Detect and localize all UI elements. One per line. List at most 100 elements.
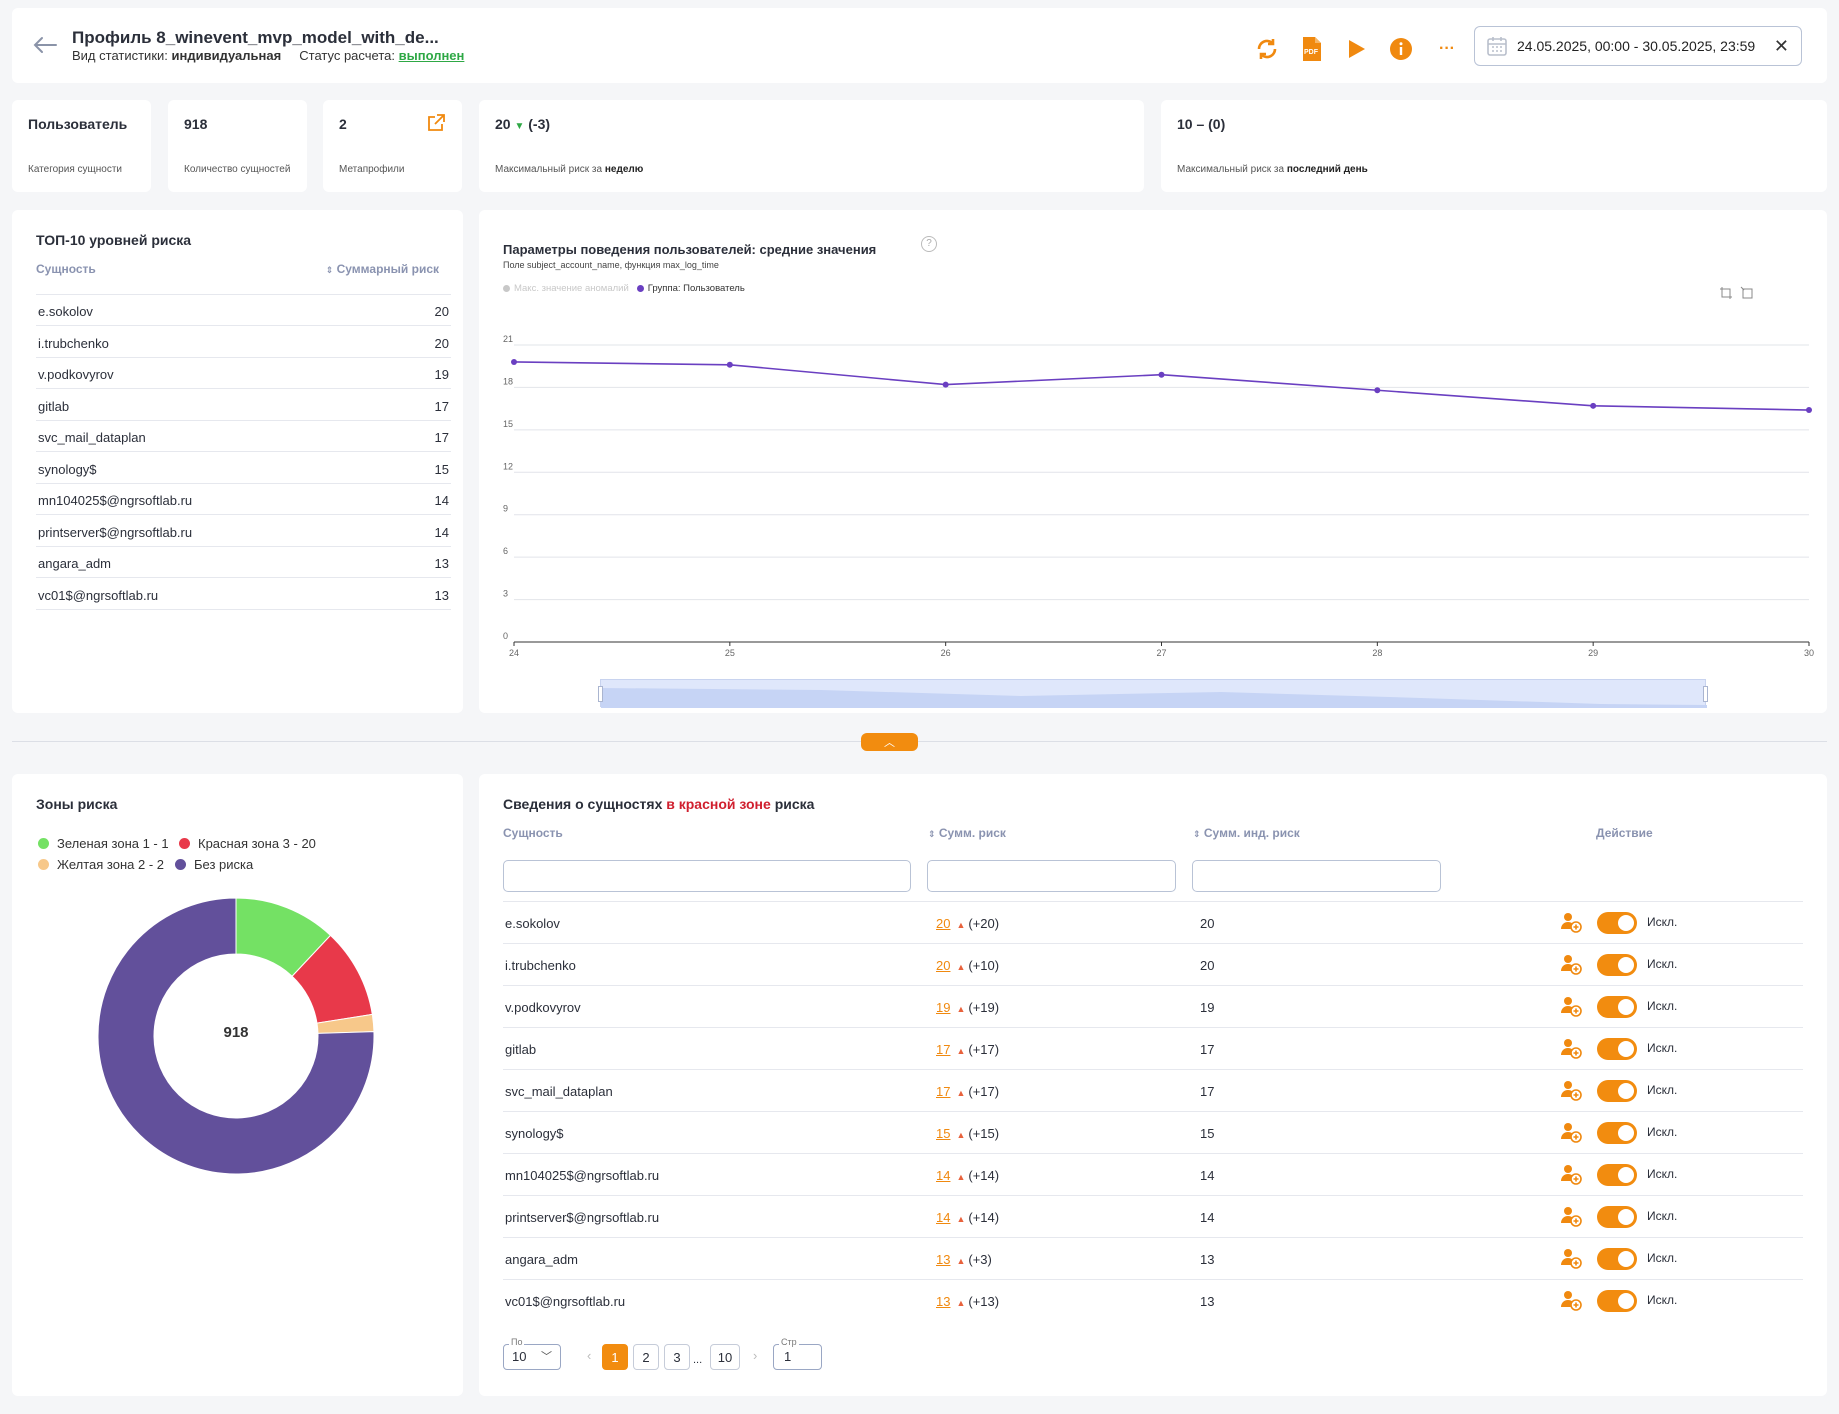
page-button-1[interactable]: 1	[602, 1344, 628, 1370]
entity-filter-input[interactable]	[503, 860, 911, 892]
back-arrow-icon[interactable]	[32, 34, 58, 56]
more-options-icon[interactable]: ···	[1439, 40, 1455, 57]
next-page-icon[interactable]: ›	[753, 1348, 758, 1363]
slider-left-handle[interactable]	[598, 686, 603, 702]
info-icon[interactable]	[1386, 34, 1416, 64]
top10-row[interactable]: v.podkovyrov 19	[36, 358, 451, 389]
prev-page-icon[interactable]: ‹	[587, 1348, 592, 1363]
section-divider	[12, 741, 1827, 742]
user-add-icon[interactable]	[1560, 1205, 1582, 1227]
top10-row[interactable]: gitlab 17	[36, 390, 451, 421]
data-point[interactable]	[1158, 371, 1165, 378]
sum-risk-link[interactable]: 13	[936, 1252, 951, 1267]
user-add-icon[interactable]	[1560, 1247, 1582, 1269]
ind-risk-filter-input[interactable]	[1192, 860, 1441, 892]
triangle-up-icon: ▲	[956, 1004, 966, 1014]
page-button-2[interactable]: 2	[633, 1344, 659, 1370]
data-point[interactable]	[942, 381, 949, 388]
user-add-icon[interactable]	[1560, 1037, 1582, 1059]
top10-col-risk[interactable]: ⇕ Суммарный риск	[326, 262, 439, 276]
col-entity[interactable]: Сущность	[503, 826, 563, 840]
sum-risk-delta: (+15)	[968, 1126, 1000, 1141]
data-point[interactable]	[511, 358, 517, 365]
user-add-icon[interactable]	[1560, 1289, 1582, 1311]
per-page-select[interactable]: 10 ﹀	[503, 1344, 561, 1370]
top10-row[interactable]: svc_mail_dataplan 17	[36, 421, 451, 452]
sum-risk-filter-input[interactable]	[927, 860, 1176, 892]
sum-risk-link[interactable]: 15	[936, 1126, 951, 1141]
play-icon[interactable]	[1341, 34, 1371, 64]
sum-risk-link[interactable]: 14	[936, 1210, 951, 1225]
page-number-input[interactable]: 1	[773, 1344, 822, 1370]
sum-risk-link[interactable]: 20	[936, 916, 951, 931]
top10-row[interactable]: synology$ 15	[36, 453, 451, 484]
data-point[interactable]	[1374, 387, 1381, 394]
user-add-icon[interactable]	[1560, 911, 1582, 933]
slider-right-handle[interactable]	[1703, 686, 1708, 702]
col-sum-risk[interactable]: ⇕ Сумм. риск	[928, 826, 1006, 840]
help-icon[interactable]: ?	[921, 236, 937, 252]
chart-range-slider[interactable]	[598, 679, 1708, 708]
date-range-value: 24.05.2025, 00:00 - 30.05.2025, 23:59	[1517, 38, 1756, 54]
exclude-toggle[interactable]	[1597, 1206, 1637, 1228]
sum-risk-link[interactable]: 17	[936, 1084, 951, 1099]
zone-legend-red-label: Красная зона 3 - 20	[198, 836, 316, 851]
sum-risk-link[interactable]: 14	[936, 1168, 951, 1183]
top10-entity-name: printserver$@ngrsoftlab.ru	[38, 524, 193, 540]
triangle-up-icon: ▲	[956, 962, 966, 972]
exclude-toggle[interactable]	[1597, 912, 1637, 934]
sum-risk-link[interactable]: 20	[936, 958, 951, 973]
legend-dot-anomaly	[503, 285, 510, 292]
legend-dot-group	[636, 285, 644, 292]
user-add-icon[interactable]	[1560, 995, 1582, 1017]
legend-item-anomaly[interactable]: Макс. значение аномалий	[514, 283, 629, 294]
exclude-label: Искл.	[1647, 999, 1678, 1013]
sum-risk-link[interactable]: 19	[936, 1000, 951, 1015]
exclude-toggle[interactable]	[1597, 1290, 1637, 1312]
donut-slice[interactable]	[97, 897, 375, 1175]
exclude-toggle[interactable]	[1597, 1248, 1637, 1270]
user-add-icon[interactable]	[1560, 953, 1582, 975]
external-link-icon[interactable]	[427, 114, 445, 132]
top10-row[interactable]: e.sokolov 20	[36, 295, 451, 326]
zoom-reset-icon[interactable]	[1740, 286, 1754, 300]
sum-risk-link[interactable]: 13	[936, 1294, 951, 1309]
top10-row[interactable]: angara_adm 13	[36, 547, 451, 578]
table-row: svc_mail_dataplan 17 ▲ (+17) 17 Искл.	[503, 1069, 1803, 1111]
top10-col-entity[interactable]: Сущность	[36, 262, 96, 276]
top10-row[interactable]: vc01$@ngrsoftlab.ru 13	[36, 579, 451, 610]
data-point[interactable]	[1806, 407, 1812, 414]
exclude-toggle[interactable]	[1597, 1038, 1637, 1060]
clear-date-icon[interactable]: ✕	[1773, 36, 1789, 56]
col-ind-risk[interactable]: ⇕ Сумм. инд. риск	[1193, 826, 1300, 840]
data-point[interactable]	[1590, 402, 1597, 409]
refresh-icon[interactable]	[1252, 34, 1282, 64]
exclude-toggle[interactable]	[1597, 1122, 1637, 1144]
top10-row[interactable]: printserver$@ngrsoftlab.ru 14	[36, 516, 451, 547]
zoom-select-icon[interactable]	[1719, 286, 1733, 300]
user-add-icon[interactable]	[1560, 1121, 1582, 1143]
data-point[interactable]	[726, 361, 733, 368]
page-button-3[interactable]: 3	[664, 1344, 690, 1370]
sum-risk-link[interactable]: 17	[936, 1042, 951, 1057]
zone-legend-norisk[interactable]: Без риска	[175, 857, 253, 872]
status-value[interactable]: выполнен	[398, 48, 465, 63]
zone-legend-yellow[interactable]: Желтая зона 2 - 2	[38, 857, 164, 872]
page-button-10[interactable]: 10	[710, 1344, 740, 1370]
user-add-icon[interactable]	[1560, 1079, 1582, 1101]
legend-item-group[interactable]: Группа: Пользователь	[647, 283, 745, 294]
collapse-button[interactable]: ︿	[861, 733, 918, 751]
exclude-toggle[interactable]	[1597, 954, 1637, 976]
date-range-picker[interactable]: 24.05.2025, 00:00 - 30.05.2025, 23:59 ✕	[1474, 26, 1802, 66]
week-risk-delta: (-3)	[528, 116, 551, 132]
exclude-toggle[interactable]	[1597, 1080, 1637, 1102]
top10-row[interactable]: i.trubchenko 20	[36, 327, 451, 358]
sum-risk-delta: (+14)	[968, 1168, 1000, 1183]
user-add-icon[interactable]	[1560, 1163, 1582, 1185]
exclude-toggle[interactable]	[1597, 1164, 1637, 1186]
zone-legend-green[interactable]: Зеленая зона 1 - 1	[38, 836, 169, 851]
top10-row[interactable]: mn104025$@ngrsoftlab.ru 14	[36, 484, 451, 515]
zone-legend-red[interactable]: Красная зона 3 - 20	[179, 836, 316, 851]
exclude-toggle[interactable]	[1597, 996, 1637, 1018]
pdf-export-icon[interactable]: PDF	[1297, 34, 1327, 64]
